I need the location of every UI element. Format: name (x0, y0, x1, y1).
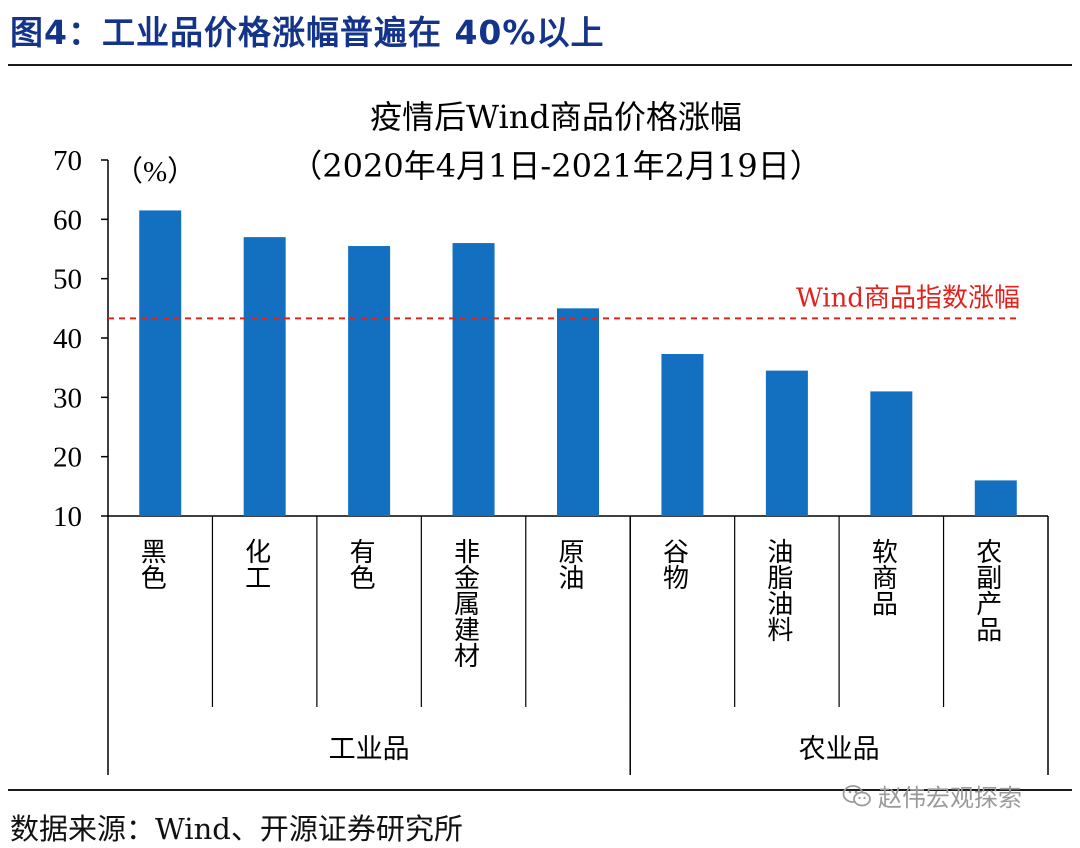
category-label: 农副产品 (972, 538, 1002, 642)
y-tick-label: 60 (53, 204, 82, 236)
figure-title: 图4：工业品价格涨幅普遍在 40%以上 (10, 13, 605, 52)
category-label: 软商品 (867, 538, 897, 616)
bar-9 (974, 480, 1017, 516)
plot-area: 10 20 30 40 50 60 70 黑色 化工 有色 非金属建材 原油 谷物 油脂油料 软商品 农副产品… (53, 145, 1049, 775)
category-label: 黑色 (136, 538, 166, 590)
watermark: 赵伟宏观探索 (842, 778, 1022, 813)
category-label: 有色 (345, 538, 375, 590)
group-label: 工业品 (329, 734, 410, 765)
source-note: 数据来源：Wind、开源证券研究所 (10, 812, 463, 846)
top-rule (8, 64, 1072, 66)
category-label: 化工 (241, 538, 271, 590)
bar-3 (348, 246, 391, 517)
y-unit-label: （%） (114, 156, 196, 188)
bar-2 (243, 237, 286, 516)
bar-6 (661, 354, 704, 516)
watermark-text: 赵伟宏观探索 (878, 784, 1022, 812)
category-label: 谷物 (658, 538, 688, 590)
y-tick-label: 70 (53, 145, 82, 177)
bar-4 (452, 243, 495, 517)
bar-5 (557, 308, 599, 516)
bar-chart: 疫情后Wind商品价格涨幅 （2020年4月1日-2021年2月19日） （%）… (53, 98, 1049, 775)
chart-title: 疫情后Wind商品价格涨幅 (370, 98, 742, 136)
category-label: 非金属建材 (450, 538, 480, 668)
bar-1 (139, 210, 182, 516)
wechat-icon (842, 784, 871, 806)
y-tick-label: 10 (53, 501, 82, 533)
reference-line-label: Wind商品指数涨幅 (796, 283, 1020, 313)
y-tick-label: 50 (53, 264, 82, 296)
bottom-rule (8, 789, 1072, 791)
bar-7 (765, 370, 808, 516)
chart-subtitle: （2020年4月1日-2021年2月19日） (290, 147, 822, 185)
y-tick-label: 20 (53, 442, 82, 474)
category-label: 油脂油料 (763, 538, 793, 642)
y-tick-label: 30 (53, 382, 82, 414)
bar-8 (870, 391, 913, 516)
group-label: 农业品 (799, 734, 880, 765)
y-tick-label: 40 (53, 323, 82, 355)
category-label: 原油 (554, 538, 584, 590)
